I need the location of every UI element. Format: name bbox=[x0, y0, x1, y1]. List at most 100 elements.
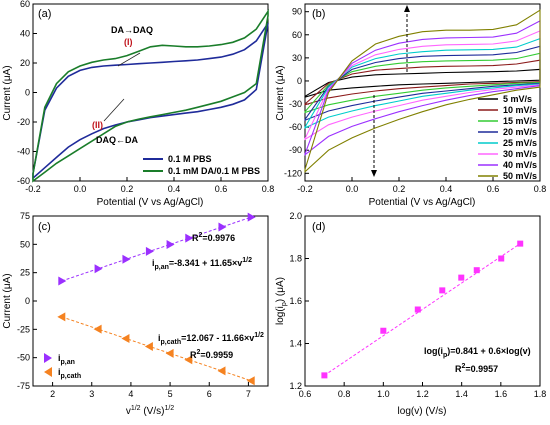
panel-a-annotation-peak-I: (I) bbox=[124, 37, 133, 47]
panel-a-curves bbox=[32, 8, 269, 183]
panel-b-ytick-label: 90 bbox=[292, 7, 302, 17]
panel-a-xtick-label: -0.2 bbox=[25, 184, 41, 194]
panel-b-arrow-down bbox=[371, 170, 377, 177]
panel-c-ytick-label: 50 bbox=[20, 239, 30, 249]
panel-b-legend-label: 15 mV/s bbox=[503, 116, 537, 126]
panel-c-label: (c) bbox=[38, 221, 51, 233]
panel-c-xtick-label: 7 bbox=[246, 389, 251, 399]
panel-d-ytick-label: 1.2 bbox=[289, 381, 302, 391]
panel-c-point-anodic bbox=[185, 233, 194, 243]
panel-b-legend: 5 mV/s10 mV/s15 mV/s20 mV/s25 mV/s30 mV/… bbox=[478, 94, 537, 181]
panel-c-ytick-label: -25 bbox=[17, 324, 30, 334]
panel-b-ytick-label: 30 bbox=[292, 53, 302, 63]
panel-c-xtick-label: 3 bbox=[89, 389, 94, 399]
panel-c-legend-marker-cathodic bbox=[44, 367, 52, 377]
panel-c-point-cathodic bbox=[144, 341, 153, 351]
panel-c-xtick-label: 5 bbox=[168, 389, 173, 399]
panel-a-ytick-label: 20 bbox=[20, 58, 30, 68]
panel-d-point bbox=[498, 255, 505, 262]
panel-a-xtick-label: 0.8 bbox=[262, 184, 275, 194]
panel-c-legend-marker-anodic bbox=[44, 353, 52, 363]
panel-c-ytick-label: 25 bbox=[20, 268, 30, 278]
panel-c-ylabel: Current (μA) bbox=[2, 273, 13, 328]
panel-a-ytick-label: -60 bbox=[17, 176, 30, 186]
panel-c-point-anodic bbox=[122, 254, 131, 264]
panel-b-legend-label: 40 mV/s bbox=[503, 160, 537, 170]
panel-b: -0.2 0.0 0.2 0.4 0.6 0.8-120-90-60-300306090 … bbox=[275, 3, 546, 208]
panel-a-xtick-label: 0.6 bbox=[215, 184, 228, 194]
panel-c-ytick-label: -50 bbox=[17, 353, 30, 363]
panel-a-xlabel: Potential (V vs Ag/AgCl) bbox=[97, 197, 204, 208]
panel-c-point-cathodic bbox=[57, 312, 66, 322]
panel-b-ticks: -0.2 0.0 0.2 0.4 0.6 0.8 -120 -90 -60 -30 0 30 60 90 bbox=[284, 7, 546, 194]
panel-d-xtick-label: 1.0 bbox=[377, 389, 390, 399]
panel-d-equation: log(ip)=0.841 + 0.6×log(v) bbox=[424, 346, 531, 359]
panel-c-point-anodic bbox=[94, 264, 103, 274]
panel-c-legend-anodic: ip,an bbox=[58, 353, 75, 366]
panel-a-xtick-label: 0.4 bbox=[168, 184, 181, 194]
panel-d-fit-line bbox=[324, 243, 521, 376]
panel-d-label: (d) bbox=[312, 221, 325, 233]
panel-c-r2-anodic: R2=0.9976 bbox=[192, 232, 235, 243]
panel-d-point bbox=[414, 306, 421, 313]
panel-b-xtick-label: 0.6 bbox=[487, 184, 500, 194]
panel-d-point bbox=[473, 267, 480, 274]
panel-d-point bbox=[380, 327, 387, 334]
panel-b-ylabel: Current (μA) bbox=[275, 65, 286, 120]
panel-b-xlabel: Potential (V vs Ag/AgCl) bbox=[369, 197, 476, 208]
panel-c-point-anodic bbox=[58, 276, 67, 286]
panel-a-ticks: -0.2 0.0 0.2 0.4 0.6 0.8 -60 -40 -20 0 20 40 60 bbox=[17, 0, 274, 194]
panel-d-xtick-label: 1.4 bbox=[455, 389, 468, 399]
panel-c-points bbox=[57, 212, 256, 386]
panel-a-ytick-label: 40 bbox=[20, 29, 30, 39]
panel-d-ylabel: log(ip) (μA) bbox=[275, 277, 288, 325]
panel-b-ytick-label: 60 bbox=[292, 30, 302, 40]
panel-a-cv-curve-da bbox=[32, 8, 269, 183]
panel-c-point-cathodic bbox=[246, 376, 255, 386]
panel-b-ytick-label: -30 bbox=[289, 99, 302, 109]
panel-b-frame bbox=[304, 3, 541, 182]
panel-d-xtick-label: 1.8 bbox=[534, 389, 547, 399]
panel-b-ytick-label: -60 bbox=[289, 122, 302, 132]
panel-b-ytick-label: 0 bbox=[297, 76, 302, 86]
panel-b-legend-label: 5 mV/s bbox=[503, 94, 532, 104]
panel-d-point bbox=[458, 274, 465, 281]
panel-a-label: (a) bbox=[38, 8, 51, 20]
panel-d-xtick-label: 1.2 bbox=[416, 389, 429, 399]
panel-c-point-anodic bbox=[218, 222, 227, 232]
panel-c-ytick-label: 0 bbox=[25, 296, 30, 306]
panel-a-ylabel: Current (μA) bbox=[2, 65, 13, 120]
panel-c-point-anodic bbox=[247, 212, 256, 222]
panel-b-xtick-label: 0.4 bbox=[440, 184, 453, 194]
panel-d: 0.6 0.8 1.0 1.2 1.4 1.6 1.8 1.2 1.4 1.6 1.8 2.0 (d)… bbox=[275, 211, 546, 417]
panel-a-annotation-oxidation: DA→DAQ bbox=[111, 25, 153, 35]
panel-b-ytick-label: -90 bbox=[289, 145, 302, 155]
panel-a-legend-da: 0.1 mM DA/0.1 M PBS bbox=[168, 166, 260, 176]
panel-c-point-cathodic bbox=[165, 348, 174, 358]
panel-c-xtick-label: 6 bbox=[207, 389, 212, 399]
panel-b-label: (b) bbox=[312, 8, 325, 20]
panel-d-point bbox=[321, 372, 328, 379]
panel-c-point-anodic bbox=[166, 239, 175, 249]
panel-b-legend-label: 20 mV/s bbox=[503, 127, 537, 137]
panel-a-annotation-peak-II: (II) bbox=[92, 120, 103, 130]
panel-c-point-cathodic bbox=[217, 366, 226, 376]
panel-d-xlabel: log(v) (V/s) bbox=[398, 406, 447, 417]
panel-c-point-cathodic bbox=[93, 324, 102, 334]
panel-c-eq-anodic: ip,an=-8.341 + 11.65×v1/2 bbox=[152, 257, 252, 271]
panel-a-ytick-label: 0 bbox=[25, 88, 30, 98]
panel-c-point-anodic bbox=[145, 246, 154, 256]
panel-c-legend-cathodic: ip,cath bbox=[58, 367, 81, 380]
panel-a-arrow-I bbox=[117, 52, 141, 67]
panel-c-ytick-label: -75 bbox=[17, 381, 30, 391]
panel-d-points bbox=[321, 240, 524, 379]
panel-d-ytick-label: 2.0 bbox=[289, 211, 302, 221]
panel-c-eq-cathodic: ip,cath=12.067 - 11.66×v1/2 bbox=[158, 332, 264, 346]
panel-a-ytick-label: -20 bbox=[17, 117, 30, 127]
panel-c: 2 3 4 5 6 7 -75 -50 -25 0 25 50 75 (c) R2=0.9976 ip,… bbox=[2, 211, 269, 417]
panel-b-xtick-label: 0.8 bbox=[534, 184, 547, 194]
panel-b-ytick-label: -120 bbox=[284, 168, 302, 178]
panel-b-cv-curve-50-mv-s bbox=[304, 9, 541, 174]
